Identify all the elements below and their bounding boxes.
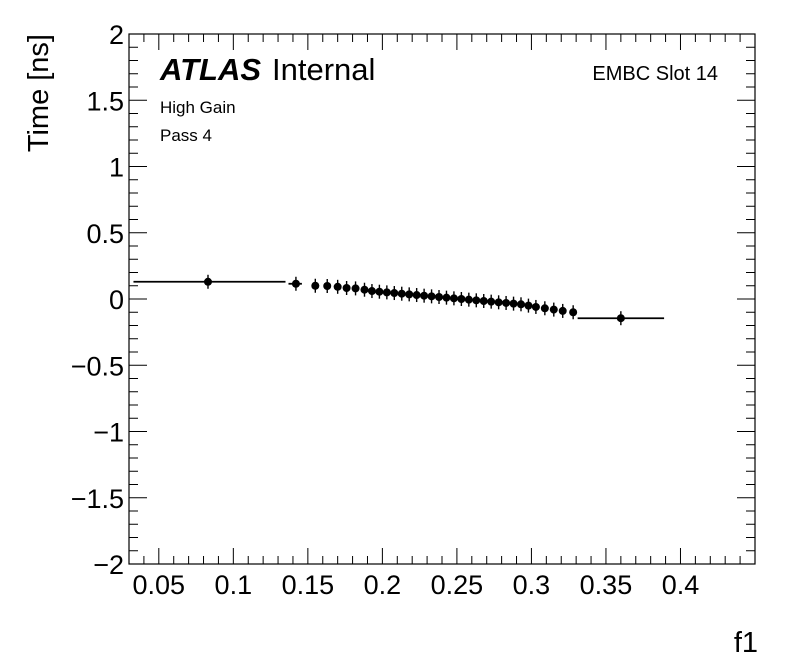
x-tick-label: 0.35 [580, 570, 633, 600]
pass-label: Pass 4 [160, 126, 212, 145]
data-point [464, 295, 473, 304]
data-point [502, 298, 511, 307]
data-point [558, 306, 567, 315]
data-point [516, 300, 525, 309]
data-point [540, 304, 549, 313]
x-tick-label: 0.25 [431, 570, 484, 600]
y-axis-title: Time [ns] [23, 34, 55, 152]
data-point [367, 287, 376, 296]
data-point [390, 289, 399, 298]
data-point [203, 277, 212, 286]
data-point [549, 305, 558, 314]
y-tick-label: −2 [93, 550, 124, 580]
data-point [311, 281, 320, 290]
y-tick-label: −1 [93, 418, 124, 448]
data-point [524, 301, 533, 310]
data-point [412, 291, 421, 300]
data-point [333, 282, 342, 291]
data-point [494, 298, 503, 307]
data-point [531, 302, 540, 311]
x-tick-label: 0.4 [662, 570, 700, 600]
y-tick-label: −0.5 [71, 351, 124, 381]
data-point [342, 284, 351, 293]
data-point [427, 292, 436, 301]
data-point [323, 282, 332, 291]
atlas-label: ATLAS [159, 52, 261, 87]
y-tick-label: 1.5 [86, 86, 124, 116]
data-point [569, 308, 578, 317]
y-tick-label: 0.5 [86, 219, 124, 249]
x-tick-label: 0.3 [513, 570, 551, 600]
y-tick-label: 1 [109, 153, 124, 183]
data-point [479, 296, 488, 305]
y-tick-label: −1.5 [71, 484, 124, 514]
data-point [420, 291, 429, 300]
data-point [382, 288, 391, 297]
internal-label: Internal [272, 52, 375, 87]
data-point [351, 284, 360, 293]
data-point [616, 314, 625, 323]
slot-label: EMBC Slot 14 [592, 63, 718, 85]
axis-ticks [128, 33, 756, 565]
tick-labels: 0.05 0.1 0.15 0.2 0.25 0.3 0.35 0.4 2 1.5 1 0.5 0 −0.… [71, 20, 700, 600]
data-point [442, 293, 451, 302]
gain-label: High Gain [160, 98, 236, 117]
x-tick-label: 0.15 [282, 570, 335, 600]
x-tick-label: 0.1 [215, 570, 253, 600]
data-point [375, 287, 384, 296]
data-point [291, 279, 300, 288]
data-point [397, 289, 406, 298]
data-point [457, 295, 466, 303]
data-marks [133, 274, 665, 326]
x-axis-title: f1 [734, 627, 758, 659]
x-tick-label: 0.05 [133, 570, 186, 600]
y-tick-label: 0 [109, 285, 124, 315]
data-point [509, 299, 518, 308]
data-point [487, 297, 496, 306]
data-point [449, 294, 458, 303]
data-point [405, 290, 414, 299]
data-point [472, 296, 481, 305]
x-tick-label: 0.2 [364, 570, 402, 600]
data-point [360, 285, 369, 294]
y-tick-label: 2 [109, 20, 124, 50]
data-point [435, 293, 444, 302]
